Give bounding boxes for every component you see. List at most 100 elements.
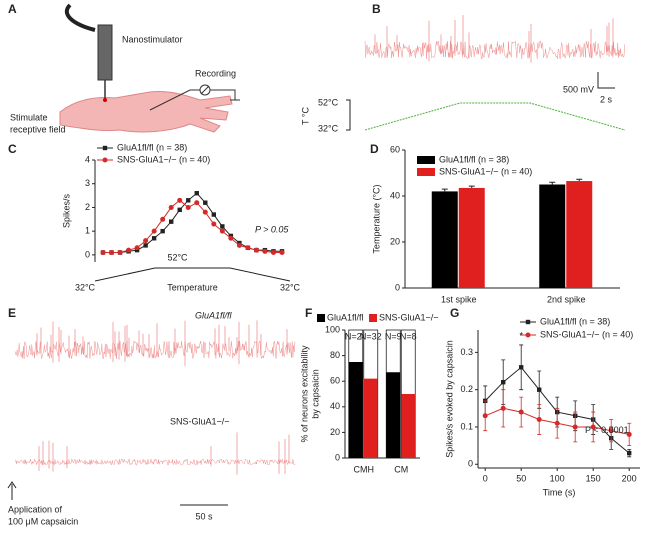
x-tick-label: CMH bbox=[354, 464, 375, 474]
x-tick-label: CM bbox=[394, 464, 408, 474]
series-line bbox=[103, 199, 282, 253]
error-bar bbox=[468, 185, 475, 188]
bracket bbox=[346, 99, 351, 131]
temp-label: 32°C bbox=[318, 123, 339, 133]
point bbox=[270, 250, 276, 256]
point bbox=[279, 250, 285, 256]
legend-label: GluA1fl/fl bbox=[327, 312, 364, 322]
scale-bar bbox=[597, 72, 615, 89]
point bbox=[537, 387, 542, 392]
noise bbox=[14, 340, 296, 360]
point bbox=[194, 191, 199, 196]
point bbox=[186, 198, 191, 203]
y-tick-label: 100 bbox=[325, 324, 340, 334]
y-tick-label: 20 bbox=[330, 427, 340, 437]
point bbox=[228, 235, 234, 241]
panel-label: C bbox=[8, 142, 17, 156]
cable bbox=[64, 3, 96, 32]
label: Stimulate bbox=[10, 112, 48, 122]
point bbox=[219, 228, 225, 234]
y-axis-label: % of neurons excitability bbox=[299, 345, 309, 443]
bar bbox=[401, 394, 416, 458]
stimulator bbox=[97, 24, 113, 81]
point bbox=[519, 365, 524, 370]
y-axis-label: Temperature (°C) bbox=[371, 184, 381, 253]
legend-label: GluA1fl/fl (n = 38) bbox=[540, 316, 610, 326]
panel-a-schematic bbox=[59, 3, 240, 133]
x-label: 32°C bbox=[75, 282, 96, 292]
point bbox=[245, 245, 251, 251]
point bbox=[203, 200, 208, 205]
legend-swatch bbox=[317, 314, 325, 322]
point bbox=[100, 250, 106, 256]
point bbox=[160, 228, 165, 234]
legend-label: GluA1fl/fl (n = 38) bbox=[439, 154, 509, 164]
point bbox=[501, 380, 506, 385]
point bbox=[525, 332, 531, 338]
y-tick-label: 60 bbox=[330, 376, 340, 386]
x-label: 52°C bbox=[167, 252, 188, 262]
x-tick-label: 50 bbox=[516, 473, 526, 483]
y-tick-label: 0 bbox=[468, 459, 473, 469]
legend-label: SNS-GluA1−/− bbox=[379, 312, 439, 322]
y-tick-label: 0.3 bbox=[460, 347, 473, 357]
panel-label: E bbox=[8, 306, 16, 320]
annotation: Application of bbox=[8, 504, 63, 514]
x-tick-label: 150 bbox=[586, 473, 601, 483]
scale-label: 50 s bbox=[195, 511, 213, 521]
panel-label: A bbox=[8, 2, 17, 16]
point bbox=[554, 420, 560, 426]
bar bbox=[363, 378, 378, 458]
x-tick-label: 0 bbox=[483, 473, 488, 483]
y-tick-label: 0 bbox=[395, 282, 400, 292]
point bbox=[220, 224, 225, 229]
panel-label: D bbox=[370, 142, 379, 156]
point bbox=[102, 157, 108, 163]
point bbox=[627, 450, 632, 456]
point bbox=[525, 319, 531, 325]
y-tick-label: 0 bbox=[85, 249, 90, 259]
noise bbox=[364, 40, 625, 60]
arrow bbox=[7, 481, 17, 500]
point bbox=[211, 221, 217, 227]
point bbox=[109, 250, 115, 256]
n-label: N=24 bbox=[345, 331, 367, 341]
trace bbox=[14, 432, 296, 475]
error-bar bbox=[549, 181, 556, 185]
bar bbox=[431, 191, 458, 288]
star: * bbox=[519, 330, 523, 340]
point bbox=[102, 145, 108, 151]
axis-label: T °C bbox=[300, 107, 310, 125]
point bbox=[177, 207, 182, 213]
point bbox=[177, 197, 183, 203]
series-line bbox=[103, 192, 282, 253]
point bbox=[626, 431, 632, 437]
x-label: 32°C bbox=[280, 282, 301, 292]
y-tick-label: 60 bbox=[390, 144, 400, 154]
point bbox=[160, 216, 166, 222]
trace-label: SNS-GluA1−/− bbox=[170, 416, 230, 426]
trace bbox=[364, 15, 625, 63]
panel-label: G bbox=[450, 306, 459, 320]
legend-label: SNS-GluA1−/− (n = 40) bbox=[439, 166, 532, 176]
label: Nanostimulator bbox=[122, 34, 183, 44]
y-tick-label: 3 bbox=[85, 178, 90, 188]
point bbox=[608, 428, 614, 434]
panel-label: B bbox=[372, 2, 381, 16]
point bbox=[211, 212, 217, 217]
y-tick-label: 0.2 bbox=[460, 384, 473, 394]
y-axis-label: Spikes/s bbox=[61, 193, 71, 228]
bar bbox=[539, 184, 566, 288]
point bbox=[262, 248, 268, 254]
x-label: Temperature bbox=[167, 282, 218, 292]
x-axis-label: Time (s) bbox=[543, 487, 576, 497]
temp-label: 52°C bbox=[318, 97, 339, 107]
point bbox=[194, 200, 200, 206]
point bbox=[117, 250, 123, 256]
point bbox=[151, 228, 157, 234]
point bbox=[143, 238, 149, 244]
point bbox=[500, 405, 506, 411]
point bbox=[572, 424, 578, 430]
y-tick-label: 0.1 bbox=[460, 421, 473, 431]
y-axis-label: Spikes/s evoked by capsaicin bbox=[444, 340, 454, 458]
